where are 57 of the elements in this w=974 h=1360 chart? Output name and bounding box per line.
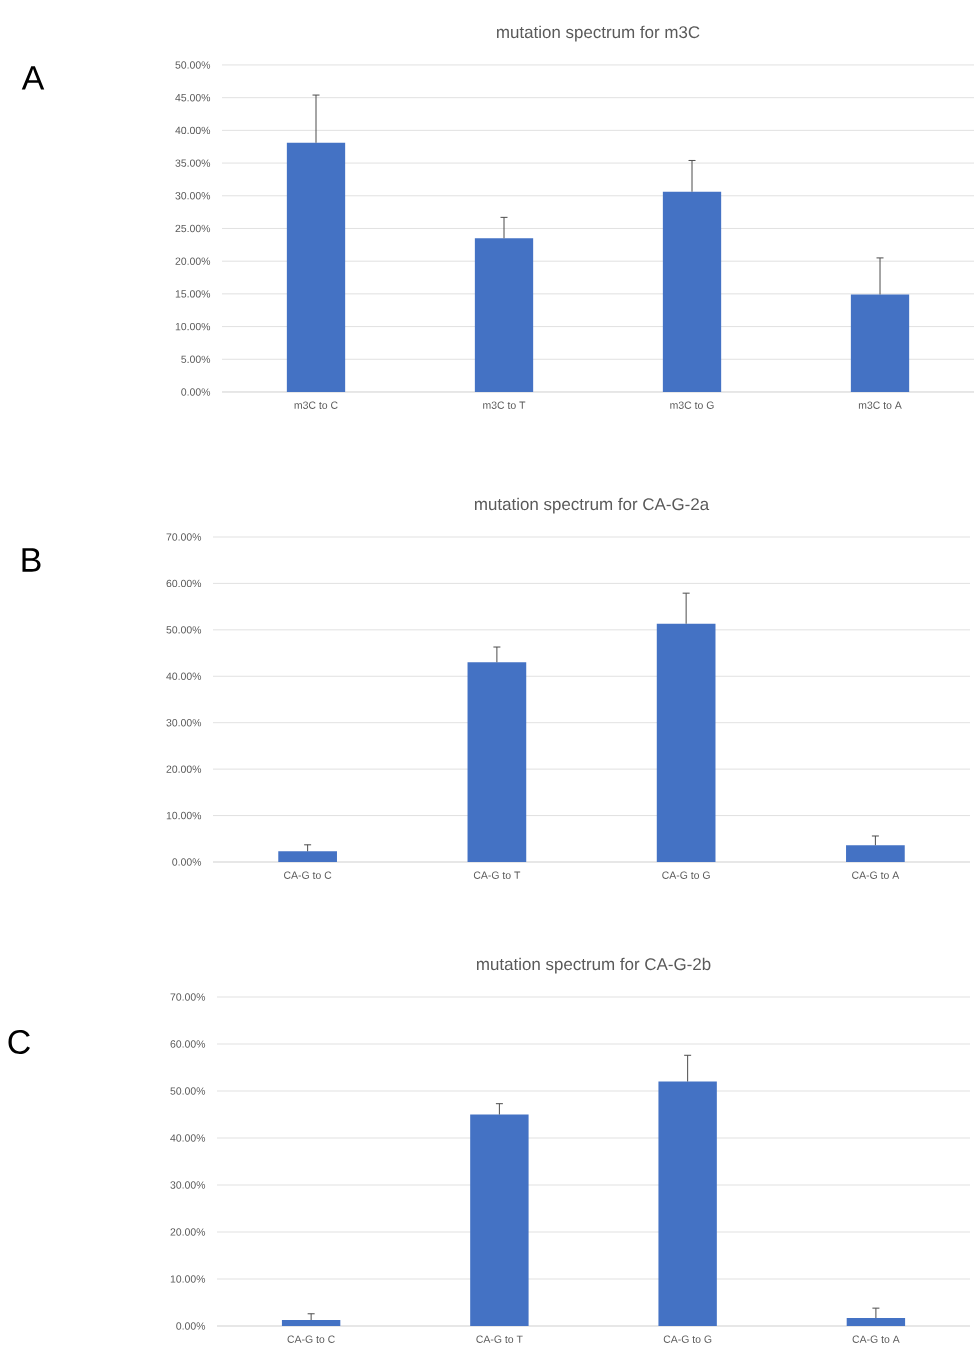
y-tick-label: 20.00%: [166, 765, 202, 773]
text: C: [8, 1029, 30, 1054]
x-tick-label: m3C to A: [858, 401, 902, 409]
chart-title: mutation spectrum for CA-G-2a: [474, 497, 710, 514]
text: A: [21, 66, 45, 90]
y-tick-label: 60.00%: [166, 579, 202, 588]
y-tick-label: 40.00%: [170, 1134, 206, 1142]
y-tick-label: 5.00%: [181, 355, 211, 363]
bar: [850, 294, 910, 392]
y-tick-label: 70.00%: [166, 533, 202, 541]
y-tick-label: 50.00%: [175, 61, 211, 69]
x-tick-label: CA-G to T: [476, 1335, 523, 1343]
x-tick-label: CA-G to C: [284, 871, 332, 879]
y-tick-label: 0.00%: [176, 1322, 206, 1330]
x-tick-label: CA-G to G: [663, 1335, 712, 1343]
y-tick-label: 0.00%: [181, 388, 211, 396]
bar: [278, 851, 337, 862]
bar: [662, 191, 722, 392]
y-tick-label: 70.00%: [170, 993, 206, 1001]
y-tick-label: 10.00%: [170, 1275, 206, 1283]
x-tick-label: m3C to T: [483, 401, 526, 409]
x-tick-label: m3C to C: [294, 401, 338, 409]
y-tick-label: 25.00%: [175, 224, 211, 233]
x-tick-label: CA-G to A: [852, 871, 900, 879]
bar: [467, 662, 527, 862]
x-tick-label: CA-G to A: [852, 1335, 900, 1343]
bar: [846, 845, 905, 862]
bar: [281, 1319, 341, 1326]
x-tick-label: CA-G to C: [287, 1335, 335, 1343]
bar: [286, 142, 346, 392]
y-tick-label: 60.00%: [170, 1040, 206, 1048]
y-tick-label: 10.00%: [175, 322, 211, 331]
x-tick-label: CA-G to G: [662, 871, 710, 879]
y-tick-label: 50.00%: [166, 626, 202, 634]
y-tick-label: 30.00%: [170, 1181, 206, 1189]
y-tick-label: 10.00%: [166, 811, 202, 820]
x-tick-label: CA-G to T: [473, 871, 521, 879]
bar: [656, 623, 716, 862]
y-tick-label: 50.00%: [170, 1087, 206, 1095]
x-tick-label: m3C to G: [670, 401, 714, 409]
y-tick-label: 15.00%: [175, 290, 211, 298]
text: B: [22, 548, 41, 572]
y-tick-label: 20.00%: [170, 1228, 206, 1236]
y-tick-label: 40.00%: [166, 672, 202, 680]
y-tick-label: 0.00%: [172, 858, 202, 866]
y-tick-label: 30.00%: [166, 719, 202, 727]
bar: [470, 1114, 529, 1326]
bar: [846, 1318, 906, 1326]
bar: [474, 238, 534, 392]
y-tick-label: 45.00%: [175, 93, 211, 102]
chart-title: mutation spectrum for m3C: [497, 25, 700, 42]
y-tick-label: 20.00%: [175, 257, 211, 265]
y-tick-label: 40.00%: [175, 126, 211, 135]
chart-title: mutation spectrum for CA-G-2b: [476, 957, 711, 974]
bar: [658, 1081, 717, 1326]
y-tick-label: 35.00%: [175, 159, 211, 167]
y-tick-label: 30.00%: [175, 192, 211, 200]
